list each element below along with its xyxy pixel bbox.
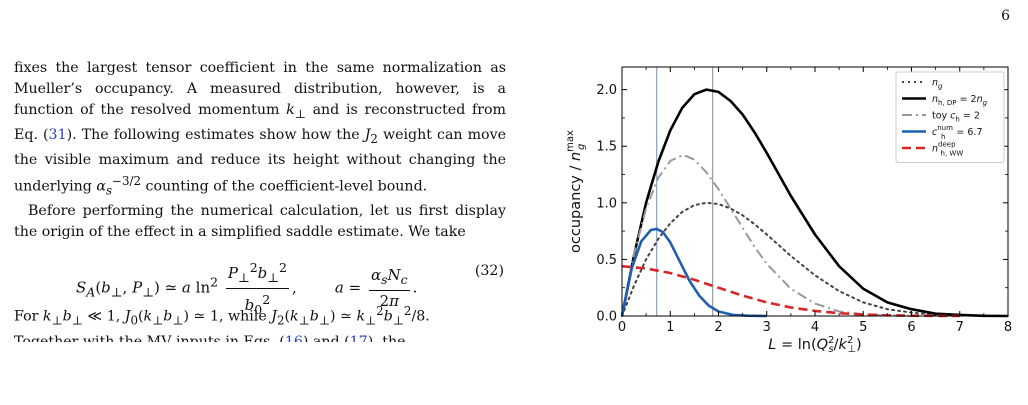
text-column: fixes the largest tensor coefficient in …	[14, 58, 506, 342]
paragraph-2: Before performing the numerical calculat…	[14, 203, 506, 241]
equation-body: SA(b⊥, P⊥) ≃ a ln2 P⊥2b⊥2 b02, a = αsNc 2π…	[76, 257, 417, 320]
y-tick-label-4: 2.0	[596, 83, 617, 98]
series-line-3	[620, 227, 767, 318]
legend-label-1: nh, DP = 2ng	[932, 94, 988, 107]
series-line-2	[621, 154, 912, 317]
y-tick-label-2: 1.0	[596, 196, 617, 211]
occupancy-chart: 0 1 2 3 4 5 6 7 8 0.0 0.5 1.0 1.5 2.0 L = ln(Q2 s/k2 ⊥) o…	[565, 66, 1012, 355]
page-number: 6	[1001, 8, 1010, 24]
x-tick-label-2: 2	[714, 320, 722, 335]
y-axis-label: occupancy / nmaxg	[565, 130, 587, 253]
y-tick-label-0: 0.0	[596, 310, 617, 325]
x-tick-label-7: 7	[956, 320, 964, 335]
legend-label-2: toy ch = 2	[932, 111, 980, 124]
legend-label-3: cnum h = 6.7	[932, 124, 982, 141]
x-tick-label-6: 6	[907, 320, 915, 335]
y-tick-label-1: 0.5	[596, 253, 617, 268]
legend-label-4: ndeep h, WW	[932, 141, 963, 158]
paragraph-3: For k⊥b⊥ ≪ 1, J0(k⊥b⊥) ≃ 1, while J2(k⊥b…	[14, 304, 430, 328]
series-line-1	[620, 88, 1009, 318]
series-line-0	[621, 201, 1009, 317]
x-tick-label-3: 3	[763, 320, 771, 335]
x-tick-label-1: 1	[666, 320, 674, 335]
legend-label-0: ng	[932, 78, 943, 91]
y-tick-label-3: 1.5	[596, 140, 617, 155]
paragraph-4-partial: Together with the MV inputs in Eqs. (16)…	[14, 333, 406, 342]
x-tick-label-8: 8	[1004, 320, 1012, 335]
legend-box	[895, 71, 1005, 163]
equation-32: SA(b⊥, P⊥) ≃ a ln2 P⊥2b⊥2 b02, a = αsNc 2π…	[14, 249, 506, 317]
equation-number: (32)	[474, 263, 504, 280]
eq-ref-31[interactable]: 31	[48, 126, 67, 143]
paragraph-1: fixes the largest tensor coefficient in …	[14, 60, 507, 198]
x-axis-label: L = ln(Q2 s/k2 ⊥)	[768, 335, 861, 355]
x-tick-label-4: 4	[811, 320, 819, 335]
x-tick-label-0: 0	[618, 320, 626, 335]
occupancy-figure: 0 1 2 3 4 5 6 7 8 0.0 0.5 1.0 1.5 2.0 L = ln(Q2 s/k2 ⊥) o…	[520, 55, 1020, 355]
x-tick-label-5: 5	[859, 320, 867, 335]
